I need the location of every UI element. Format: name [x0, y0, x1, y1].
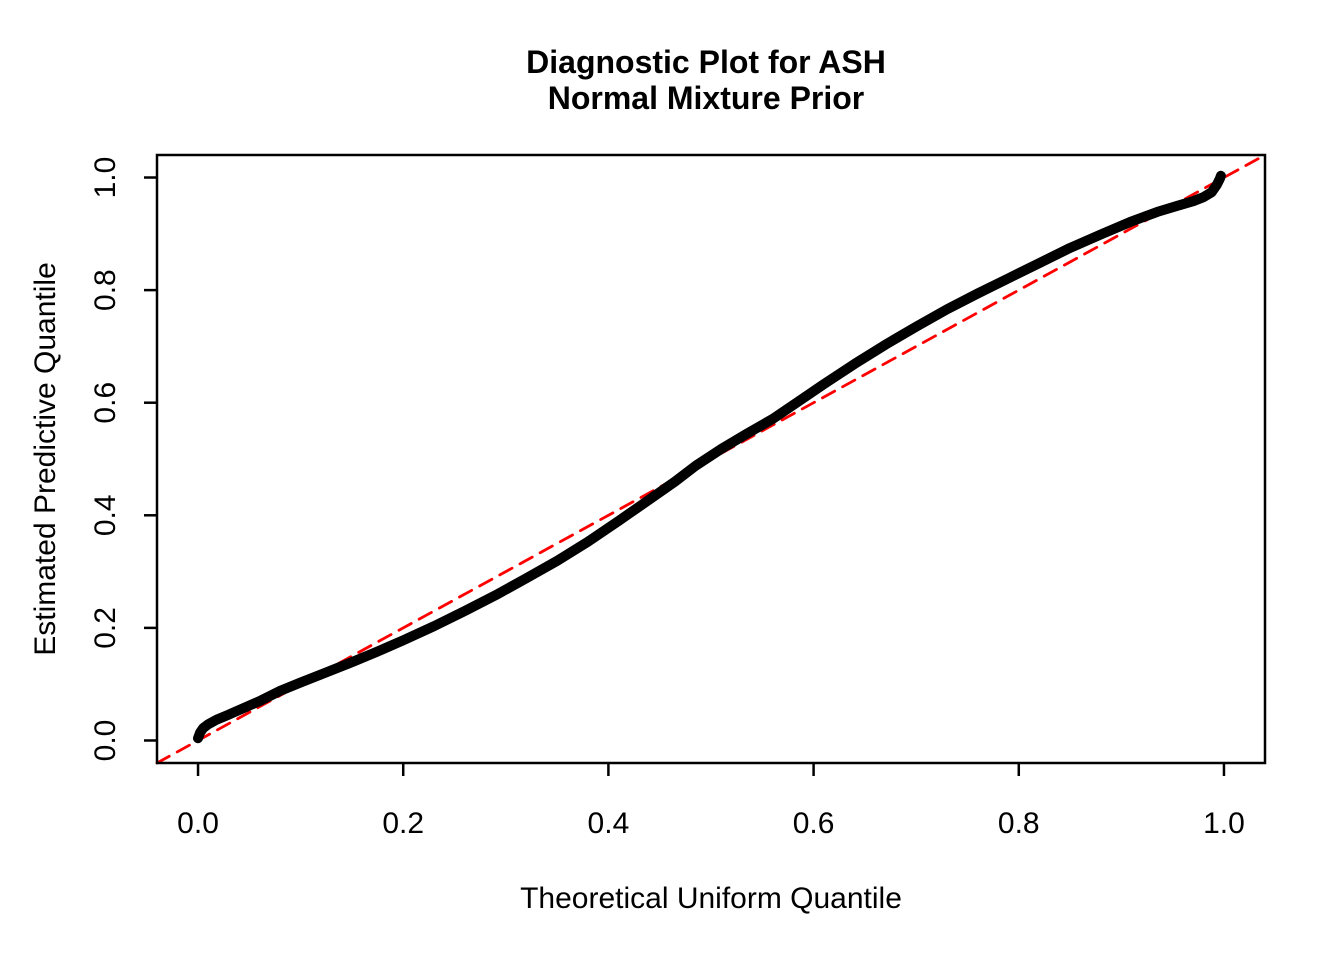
y-axis-title: Estimated Predictive Quantile — [29, 262, 62, 656]
y-axis-tick-label: 0.2 — [89, 607, 122, 649]
plot-box — [155, 153, 1267, 765]
y-axis-tick-label: 0.4 — [89, 494, 122, 536]
x-axis-tick-label: 0.4 — [588, 807, 630, 840]
plot-title-line-2: Normal Mixture Prior — [548, 80, 865, 116]
x-axis-tick-label: 0.6 — [793, 807, 835, 840]
x-axis-title: Theoretical Uniform Quantile — [520, 882, 902, 915]
plot-area: 0.0 0.2 0.4 0.6 0.8 1.0 0.0 0.2 0.4 0.6 0.8 1.0 — [89, 153, 1267, 840]
y-axis-tick-label: 1.0 — [89, 157, 122, 199]
qq-curve — [193, 170, 1226, 744]
y-axis-tick-label: 0.6 — [89, 382, 122, 424]
y-axis-tick-label: 0.8 — [89, 269, 122, 311]
x-axis-tick-label: 1.0 — [1203, 807, 1245, 840]
plot-title-line-1: Diagnostic Plot for ASH — [526, 44, 886, 80]
x-axis-tick-label: 0.0 — [177, 807, 219, 840]
x-axis-tick-label: 0.8 — [998, 807, 1040, 840]
x-axis-tick-label: 0.2 — [382, 807, 424, 840]
y-axis-tick-label: 0.0 — [89, 720, 122, 762]
